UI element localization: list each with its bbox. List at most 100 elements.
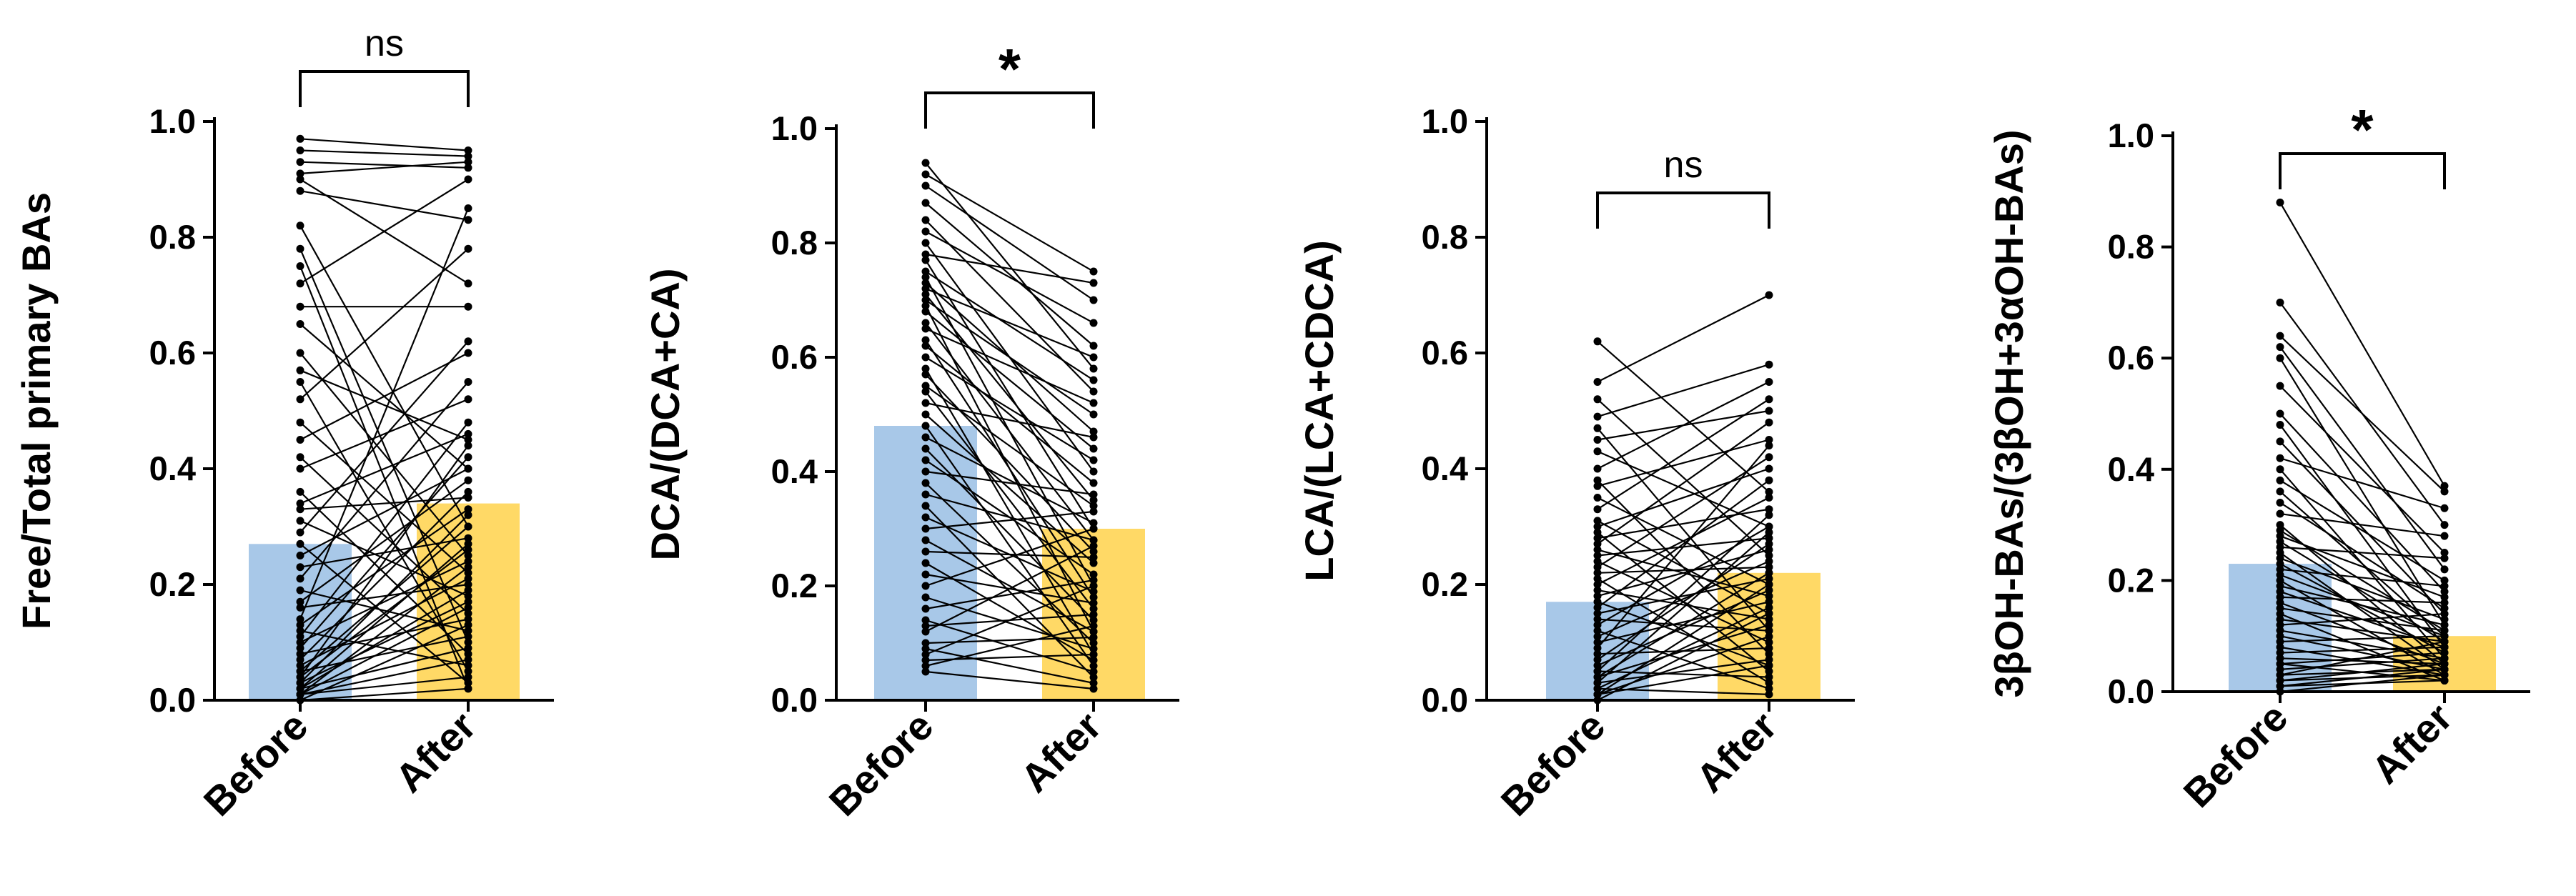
point-after [464,164,472,172]
point-before [921,364,930,373]
point-before [1593,505,1602,514]
pair-line [925,271,1094,381]
pair-line [925,162,1094,369]
point-before [296,169,304,178]
point-before [2276,559,2284,568]
y-tick-label: 0.4 [2108,450,2154,488]
significance-bracket [924,91,1095,129]
pair-line [925,299,1094,415]
pair-line [1597,479,1770,609]
pair-line [1597,422,1770,545]
pair-line [925,584,1094,656]
point-after [1765,545,1773,554]
category-label: Before [821,703,942,825]
y-tick-label: 0.2 [149,565,196,603]
panel-dca-ratio: 0.0 0.2 0.4 0.6 0.8 1.0 Before After DCA/(DCA+CA… [643,37,1179,825]
panel-free-total-primary-bas: 0.0 0.2 0.4 0.6 0.8 1.0 Before After Free/Total … [14,23,554,825]
point-before [921,227,930,236]
point-after [464,216,472,224]
point-before [921,616,930,624]
pair-line [1597,364,1770,418]
pair-line [299,208,470,620]
point-before [2276,526,2284,534]
pair-line [925,231,1094,324]
point-after [464,349,472,357]
category-label: After [1688,703,1785,801]
significance-bracket [299,70,470,107]
point-before [1593,412,1602,421]
point-before [1593,609,1602,617]
point-before [921,536,930,544]
point-after [464,552,472,559]
pair-line [2279,529,2445,632]
pair-line [1597,427,1770,632]
point-after [1765,494,1773,502]
point-after [464,655,472,664]
point-after [1765,655,1773,664]
pair-line [299,607,469,695]
pair-line [2279,491,2445,637]
point-before [296,134,304,143]
point-after [1089,536,1098,544]
pair-line [299,225,469,527]
pair-line [299,341,469,533]
point-before [921,216,930,224]
point-before [921,302,930,310]
point-after [464,534,472,542]
pair-line [2279,546,2445,559]
y-tick-label: 0.2 [771,567,818,604]
pair-line [925,425,1094,667]
point-before [2276,671,2284,680]
pair-line [2279,568,2445,587]
point-after [464,244,472,253]
point-before [1593,580,1602,589]
significance-bracket [1596,191,1770,229]
pair-line [2279,335,2445,492]
point-before [2276,599,2284,607]
point-after [464,580,472,589]
point-before [921,324,930,333]
point-before [2276,332,2284,340]
point-before [2276,587,2284,596]
point-after [1089,667,1098,676]
point-after [1765,442,1773,450]
point-after [1765,638,1773,647]
point-after [1089,593,1098,602]
point-after [1089,456,1098,464]
point-before [296,685,304,693]
point-after [1089,570,1098,579]
pair-line [925,527,1094,587]
pair-line [925,579,1094,610]
point-after [2440,671,2449,680]
point-after [1089,679,1098,687]
point-before [921,342,930,350]
pair-line [925,493,1094,542]
pair-line [299,444,469,678]
point-after [2440,532,2449,540]
point-after [1765,378,1773,386]
point-after [464,679,472,687]
pair-line [925,368,1094,655]
point-before [296,603,304,612]
point-before [921,490,930,499]
point-after [2440,632,2449,640]
point-before [296,418,304,427]
point-before [921,239,930,247]
point-before [296,627,304,635]
significance-label: * [2351,98,2374,161]
point-before [921,667,930,676]
point-after [2440,621,2449,629]
pair-line [2279,201,2445,487]
pair-line [299,266,470,690]
point-after [464,175,472,184]
pair-line [925,219,1094,392]
pair-line [2279,579,2445,676]
point-after [464,476,472,484]
point-after [1765,511,1773,519]
pair-line [925,174,1094,272]
point-after [464,453,472,462]
point-before [1593,539,1602,548]
point-after [1765,661,1773,669]
category-label: After [2363,695,2461,792]
point-after [2440,582,2449,590]
